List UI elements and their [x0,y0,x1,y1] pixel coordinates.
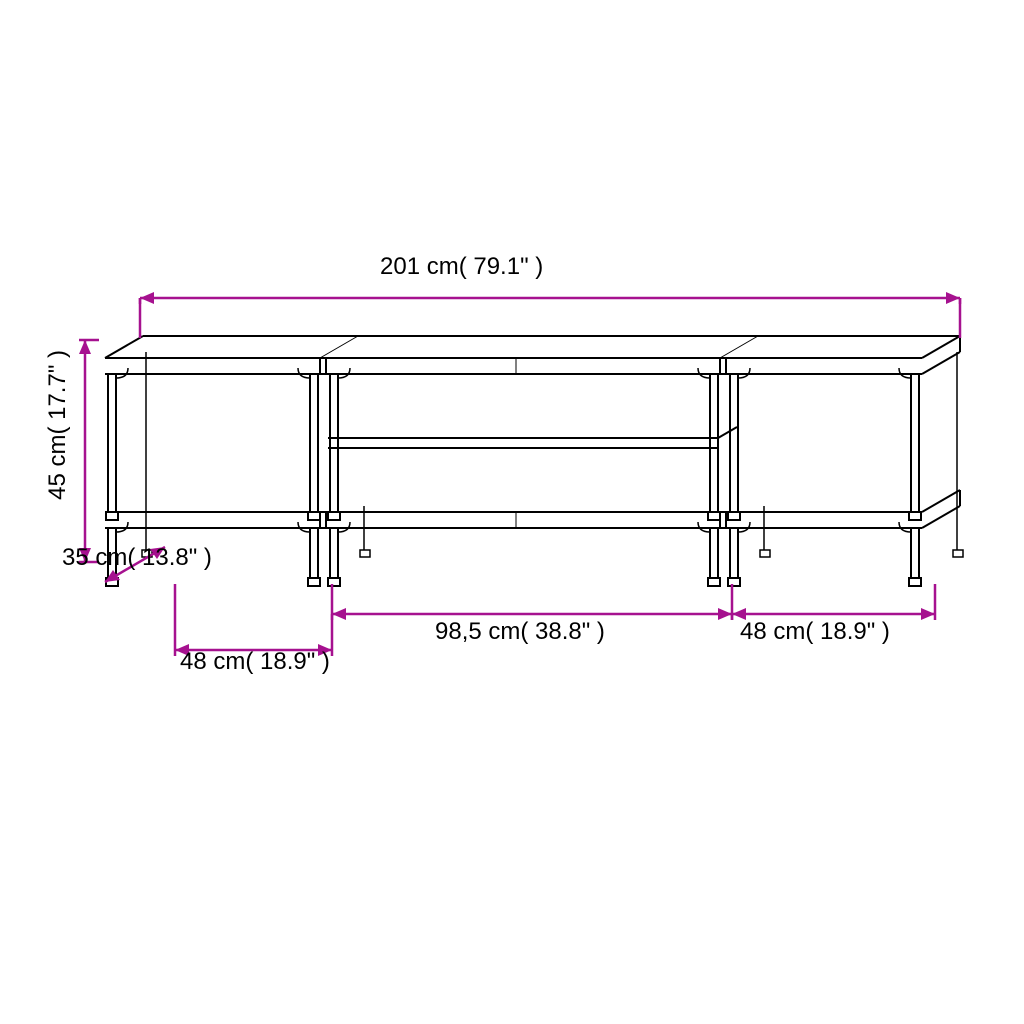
dim-section-left: 48 cm( 18.9" ) [180,648,330,676]
dim-height: 45 cm( 17.7" ) [44,350,72,500]
dim-section-middle: 98,5 cm( 38.8" ) [435,618,605,646]
dim-total-width: 201 cm( 79.1" ) [380,253,543,281]
dimension-diagram [0,0,1024,1024]
dim-depth: 35 cm( 13.8" ) [62,544,212,572]
dim-section-right: 48 cm( 18.9" ) [740,618,890,646]
